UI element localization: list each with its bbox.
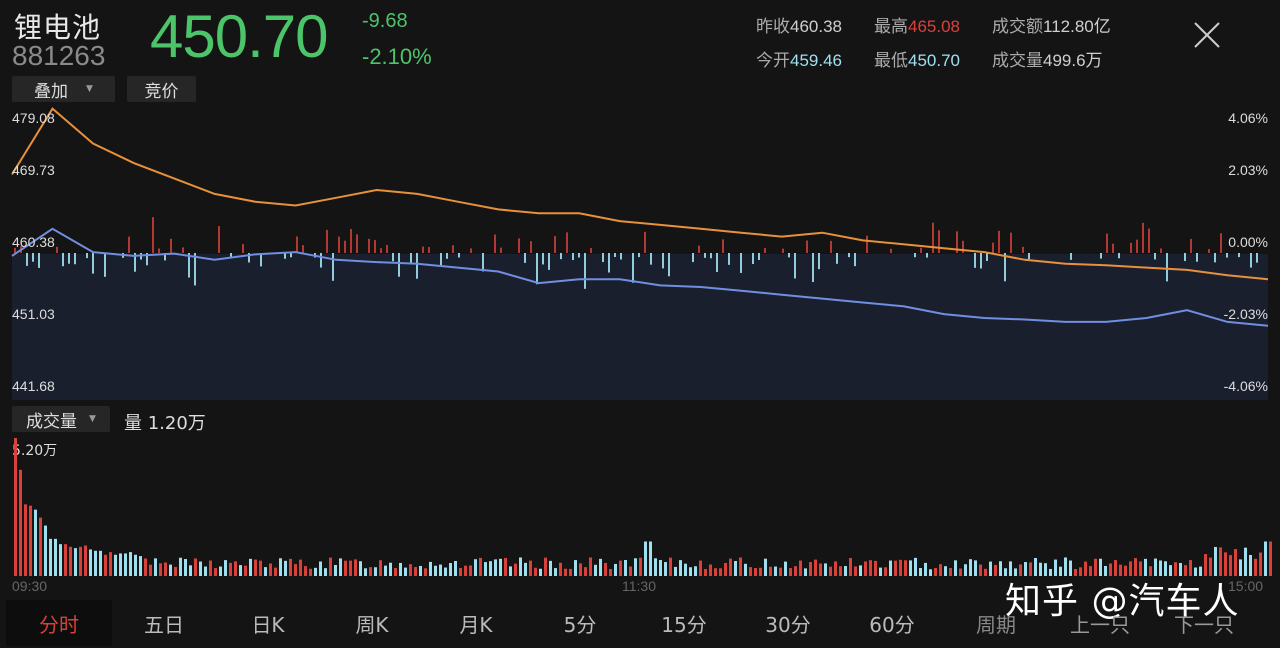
tab-15min[interactable]: 15分	[661, 612, 707, 637]
volume-chart[interactable]	[0, 436, 1280, 578]
overlay-label: 叠加	[34, 81, 69, 102]
volume-value: 量 1.20万	[124, 413, 206, 434]
price-change: -9.68	[362, 10, 408, 32]
tab-period[interactable]: 周期	[976, 612, 1016, 637]
axis-right-tick: -4.06%	[1223, 378, 1268, 394]
stat-low: 最低450.70	[874, 51, 960, 70]
overlay-dropdown[interactable]: 叠加 ▼	[12, 76, 115, 102]
stat-high: 最高465.08	[874, 17, 960, 36]
stat-prev-close: 昨收460.38	[756, 17, 842, 36]
next-stock-button[interactable]: 下一只	[1174, 612, 1234, 637]
lower-fill	[12, 254, 1268, 400]
close-icon	[1194, 22, 1220, 48]
period-tabs: 分时 五日 日K 周K 月K 5分 15分 30分 60分 周期 上一只 下一只	[0, 598, 1280, 648]
axis-left-tick: 451.03	[12, 306, 55, 322]
orange-price-line	[11, 107, 1269, 281]
intraday-price-chart[interactable]	[0, 104, 1280, 402]
axis-left-tick: 469.73	[12, 162, 55, 178]
chevron-down-icon: ▼	[89, 414, 96, 424]
auction-label: 竞价	[144, 81, 179, 102]
axis-right-tick: 4.06%	[1228, 110, 1268, 126]
blue-price-line	[11, 227, 1269, 327]
close-button[interactable]	[1190, 18, 1224, 52]
tab-5min[interactable]: 5分	[563, 612, 597, 637]
price-change-percent: -2.10%	[362, 44, 432, 69]
volume-indicator-dropdown[interactable]: 成交量 ▼	[12, 406, 110, 432]
tab-60min[interactable]: 60分	[869, 612, 915, 637]
tab-daily-k[interactable]: 日K	[251, 612, 285, 637]
stock-name: 锂电池	[14, 11, 102, 44]
time-tick-mid: 11:30	[622, 578, 656, 594]
tab-weekly-k[interactable]: 周K	[355, 612, 389, 637]
axis-right-tick: 2.03%	[1228, 162, 1268, 178]
chevron-down-icon: ▼	[86, 84, 93, 94]
stat-volume: 成交量499.6万	[992, 51, 1103, 70]
axis-left-tick: 460.38	[12, 234, 55, 250]
tab-intraday[interactable]: 分时	[6, 600, 112, 646]
stat-open: 今开459.46	[756, 51, 842, 70]
tab-30min[interactable]: 30分	[765, 612, 811, 637]
watermark: 知乎 @汽车人	[1005, 581, 1240, 622]
tab-five-day[interactable]: 五日	[144, 612, 184, 637]
stat-turnover: 成交额112.80亿	[992, 17, 1111, 36]
axis-left-tick: 479.08	[12, 110, 55, 126]
time-tick-open: 09:30	[12, 578, 48, 594]
axis-left-tick: 441.68	[12, 378, 55, 394]
current-price: 450.70	[150, 3, 329, 70]
axis-right-tick: -2.03%	[1223, 306, 1268, 322]
change-bars	[14, 217, 1258, 289]
prev-stock-button[interactable]: 上一只	[1070, 612, 1130, 637]
axis-right-tick: 0.00%	[1228, 234, 1268, 250]
auction-button[interactable]: 竞价	[127, 76, 196, 102]
stock-code: 881263	[12, 40, 106, 71]
tab-monthly-k[interactable]: 月K	[459, 612, 493, 637]
time-tick-close: 15:00	[1228, 578, 1264, 594]
volume-max-tick: 5.20万	[12, 443, 58, 459]
